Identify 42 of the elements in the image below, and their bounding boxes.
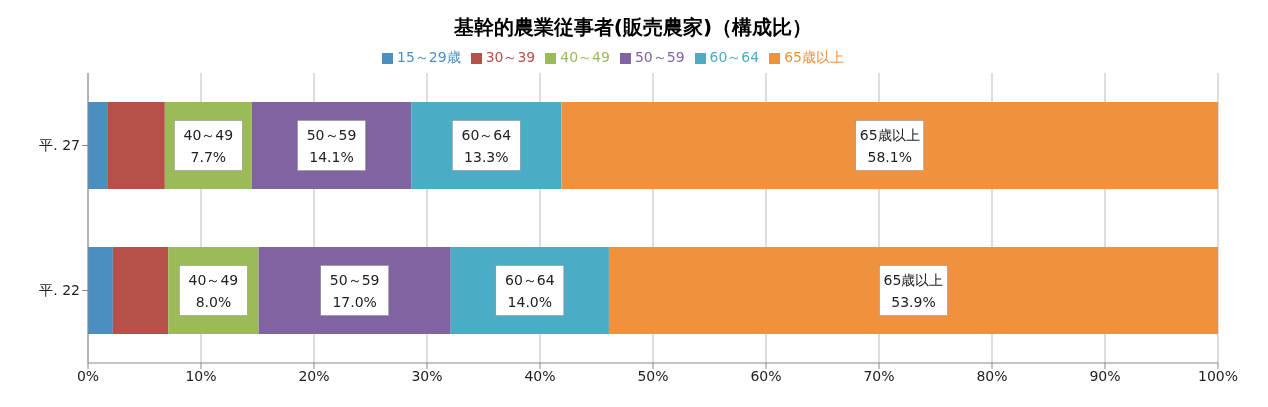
bar [112,247,169,334]
legend-label: 50～59 [634,49,685,65]
text: 65歳以上 [859,126,920,143]
text: 60～64 [505,271,555,288]
data-label: 14.1% [309,148,354,165]
text: 60～64 [461,126,512,143]
chart-title: 基幹的農業従事者(販売農家)（構成比） [452,14,814,41]
x-tick-label: 70% [863,367,895,384]
bar [88,102,108,189]
data-label: 14.0% [507,293,553,310]
legend-label: 60～64 [709,49,760,65]
x-tick-label: 90% [1089,367,1121,384]
x-tick-label: 30% [411,367,443,384]
legend-label: 40～49 [560,49,610,65]
bar [88,247,113,334]
x-tick-label: 10% [185,367,217,384]
bar [561,102,1218,189]
data-label: 8.0% [195,293,232,310]
bar [107,102,165,189]
legend-label: 65歳以上 [784,49,845,65]
text: 40～49 [188,271,239,288]
x-tick-label: 80% [976,367,1008,384]
x-tick-label: 50% [637,367,669,384]
text: 50～59 [329,271,380,288]
x-tick-label: 100% [1197,367,1239,384]
data-label: 58.1% [867,148,912,165]
y-tick-label: 平. 27 [39,137,80,154]
x-tick-label: 0% [76,367,100,384]
text: 65歳以上 [883,271,944,288]
text: 40～49 [183,126,234,143]
legend-label: 15～29歳 [396,49,461,65]
data-label: 7.7% [190,148,227,165]
x-tick-label: 40% [524,367,556,384]
data-label: 53.9% [891,293,936,310]
x-tick-label: 60% [750,367,782,384]
data-label: 13.3% [464,148,509,165]
text: 50～59 [306,126,357,143]
legend-label: 30～39 [485,49,536,65]
y-tick-label: 平. 22 [39,282,80,299]
x-tick-label: 20% [298,367,330,384]
bar [608,247,1218,334]
data-label: 17.0% [332,293,377,310]
